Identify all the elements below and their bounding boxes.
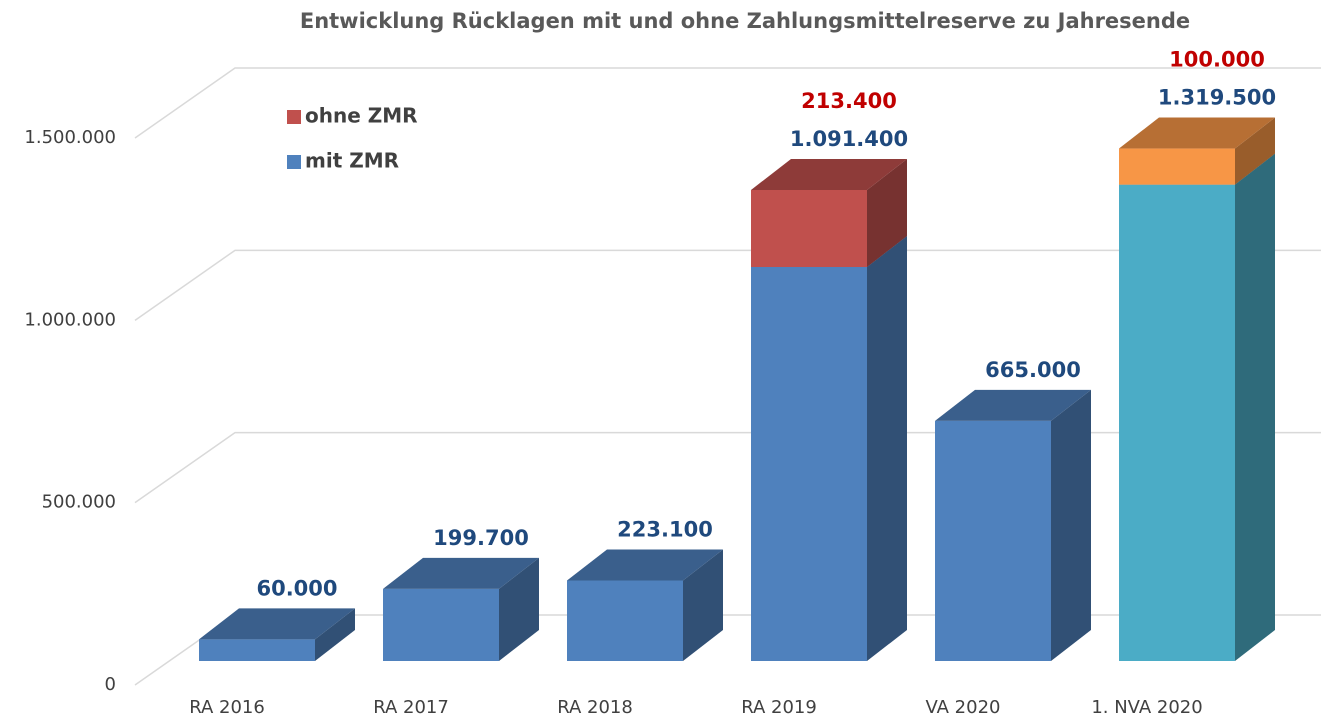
grid-line [134,67,1321,139]
value-label: 100.000 [1169,48,1265,72]
bar-front [751,189,867,268]
y-tick-label: 500.000 [42,492,116,513]
value-label: 223.100 [617,517,713,541]
x-tick-label: RA 2017 [373,697,449,718]
bar-side [1235,153,1275,661]
bar-side [315,608,355,661]
y-tick-label: 1.500.000 [24,127,116,148]
bar-front [1119,184,1235,661]
grid-line [134,249,1321,321]
value-label: 1.091.400 [790,127,908,151]
bar-top [567,549,723,581]
x-tick-label: RA 2016 [189,697,265,718]
value-label: 665.000 [985,358,1081,382]
bar-top [383,557,539,589]
value-label: 199.700 [433,526,529,550]
legend-swatch [287,110,301,124]
y-tick-label: 0 [105,674,116,695]
bar-side [1235,117,1275,185]
x-tick-label: VA 2020 [925,697,1000,718]
x-tick-label: 1. NVA 2020 [1091,697,1202,718]
y-tick-label: 1.000.000 [24,309,116,330]
bar-side [1051,389,1091,661]
legend-label: ohne ZMR [305,104,418,128]
bar-side [867,158,907,268]
value-label: 60.000 [256,576,337,600]
bar-top [935,389,1091,421]
x-tick-label: RA 2018 [557,697,633,718]
bar-top [1119,117,1275,149]
bar-front [935,420,1051,661]
bar-front [199,639,315,661]
value-label: 1.319.500 [1158,86,1276,110]
bar-front [383,588,499,661]
x-tick-label: RA 2019 [741,697,817,718]
bar-front [751,267,867,661]
legend-swatch [287,155,301,169]
bar-top [199,608,355,640]
bar-side [683,549,723,661]
bar-front [1119,148,1235,185]
bar-top [751,158,907,190]
bar-side [499,557,539,661]
legend-label: mit ZMR [305,149,399,173]
chart-title: Entwicklung Rücklagen mit und ohne Zahlu… [300,9,1190,33]
bar-front [567,580,683,661]
bar-side [867,236,907,662]
value-label: 213.400 [801,89,897,113]
